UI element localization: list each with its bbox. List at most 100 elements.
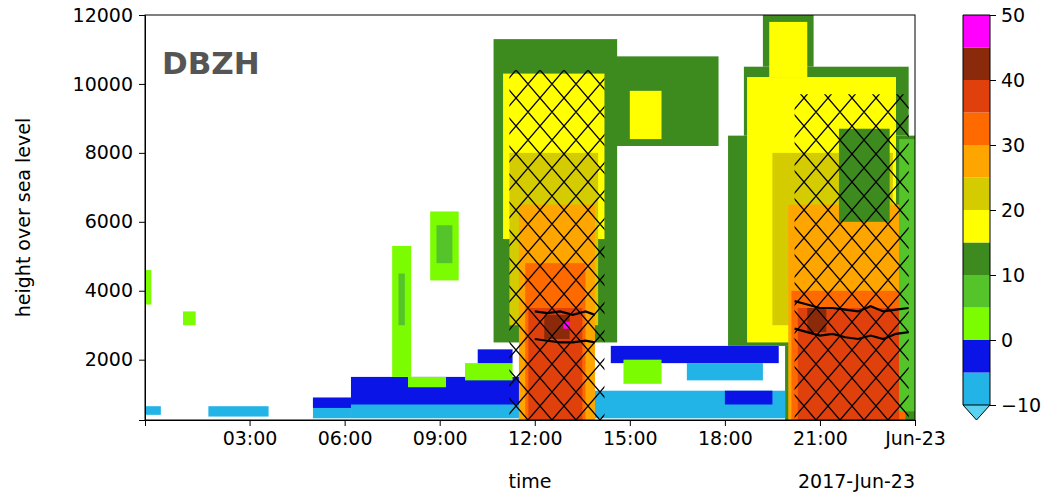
y-tick-mark — [139, 153, 145, 154]
colorbar-band — [963, 243, 990, 276]
plot-frame — [145, 15, 915, 420]
colorbar-tick-mark — [990, 405, 996, 406]
colorbar-tick: 0 — [990, 329, 1013, 351]
plot-area — [145, 15, 915, 420]
colorbar-tick: 30 — [990, 134, 1025, 156]
y-tick-mark — [139, 291, 145, 292]
colorbar-tick: 20 — [990, 199, 1025, 221]
melting-layer-line — [535, 339, 595, 342]
reflectivity-cell — [595, 391, 785, 419]
y-tick-mark — [139, 84, 145, 85]
x-tick-mark — [250, 420, 251, 426]
y-tick-label: 4000 — [85, 279, 133, 301]
y-tick-mark — [139, 15, 145, 16]
hatched-region — [795, 94, 909, 420]
reflectivity-cell — [769, 22, 807, 77]
colorbar-tick-label: 50 — [1001, 4, 1025, 26]
reflectivity-cell — [351, 377, 528, 405]
x-tick: 12:00 — [508, 420, 563, 449]
reflectivity-cell — [725, 391, 773, 405]
y-tick-label: 10000 — [73, 73, 133, 95]
colorbar — [963, 15, 990, 420]
y-tick: 6000 — [85, 210, 145, 232]
x-tick-label: 09:00 — [413, 427, 468, 449]
colorbar-outline — [963, 15, 990, 405]
x-tick-label: 18:00 — [698, 427, 753, 449]
colorbar-tick-mark — [990, 275, 996, 276]
colorbar-axis: −10 0 10 20 30 40 50 — [990, 4, 1041, 416]
x-tick-label: 21:00 — [793, 427, 848, 449]
colorbar-tick-mark — [990, 15, 996, 16]
date-offset-label: 2017-Jun-23 — [798, 470, 915, 492]
melting-layer-line — [795, 329, 909, 339]
x-tick-label: 15:00 — [603, 427, 658, 449]
x-tick-label: 03:00 — [223, 427, 278, 449]
colorbar-tick-label: 30 — [1001, 134, 1025, 156]
colorbar-band — [963, 308, 990, 341]
reflectivity-cell — [398, 274, 404, 326]
x-tick-mark — [820, 420, 821, 426]
x-tick-mark — [725, 420, 726, 426]
x-tick: 15:00 — [603, 420, 658, 449]
colorbar-tick-label: 40 — [1001, 69, 1025, 91]
reflectivity-cell — [408, 377, 446, 387]
y-axis-title: height over sea level — [12, 118, 34, 317]
reflectivity-cell — [437, 225, 453, 263]
y-tick: 8000 — [85, 141, 145, 163]
colorbar-band — [963, 145, 990, 178]
x-tick: Jun-23 — [884, 420, 946, 449]
y-tick-label: 12000 — [73, 4, 133, 26]
x-tick: 03:00 — [223, 420, 278, 449]
colorbar-tick: −10 — [990, 394, 1041, 416]
chart-title: DBZH — [162, 45, 260, 81]
x-tick-mark — [630, 420, 631, 426]
colorbar-tick: 10 — [990, 264, 1025, 286]
colorbar-tick-mark — [990, 340, 996, 341]
colorbar-band — [963, 178, 990, 211]
colorbar-band — [963, 210, 990, 243]
x-tick-mark — [915, 420, 916, 426]
reflectivity-cell — [313, 398, 351, 408]
colorbar-tick-mark — [990, 80, 996, 81]
y-tick: 10000 — [73, 73, 145, 95]
reflectivity-cell — [478, 349, 513, 363]
reflectivity-cell — [313, 398, 351, 419]
colorbar-band — [963, 340, 990, 373]
colorbar-tick-mark — [990, 210, 996, 211]
y-tick-mark — [139, 360, 145, 361]
y-tick-mark — [139, 222, 145, 223]
reflectivity-cell — [145, 406, 161, 415]
colorbar-tick-label: 20 — [1001, 199, 1025, 221]
melting-layer-line — [535, 311, 595, 314]
x-tick: 09:00 — [413, 420, 468, 449]
colorbar-tick-mark — [990, 145, 996, 146]
y-tick: 4000 — [85, 279, 145, 301]
colorbar-axis-line — [991, 16, 997, 406]
colorbar-band — [963, 80, 990, 113]
reflectivity-cell — [208, 406, 268, 416]
hatched-region — [509, 70, 604, 420]
y-tick-label: 2000 — [85, 348, 133, 370]
x-tick: 18:00 — [698, 420, 753, 449]
reflectivity-cell — [614, 56, 719, 146]
colorbar-tick: 50 — [990, 4, 1025, 26]
y-axis-line — [139, 16, 146, 421]
colorbar-under-arrow — [963, 405, 990, 420]
reflectivity-cell — [392, 246, 411, 377]
x-tick-mark — [535, 420, 536, 426]
x-axis: 03:00 06:00 09:00 12:00 15:00 18:00 21:00 Jun-2… — [146, 420, 946, 449]
colorbar-tick: 40 — [990, 69, 1025, 91]
colorbar-band — [963, 373, 990, 406]
y-tick-label: 6000 — [85, 210, 133, 232]
colorbar-tick-label: 10 — [1001, 264, 1025, 286]
x-tick: 21:00 — [793, 420, 848, 449]
reflectivity-cell — [623, 360, 661, 384]
colorbar-tick-label: −10 — [1001, 394, 1041, 416]
y-tick: 2000 — [85, 348, 145, 370]
x-tick-label: 12:00 — [508, 427, 563, 449]
y-tick-label: 8000 — [85, 141, 133, 163]
colorbar-band — [963, 275, 990, 308]
reflectivity-cell — [465, 363, 513, 380]
colorbar-band — [963, 15, 990, 48]
x-tick: 06:00 — [318, 420, 373, 449]
